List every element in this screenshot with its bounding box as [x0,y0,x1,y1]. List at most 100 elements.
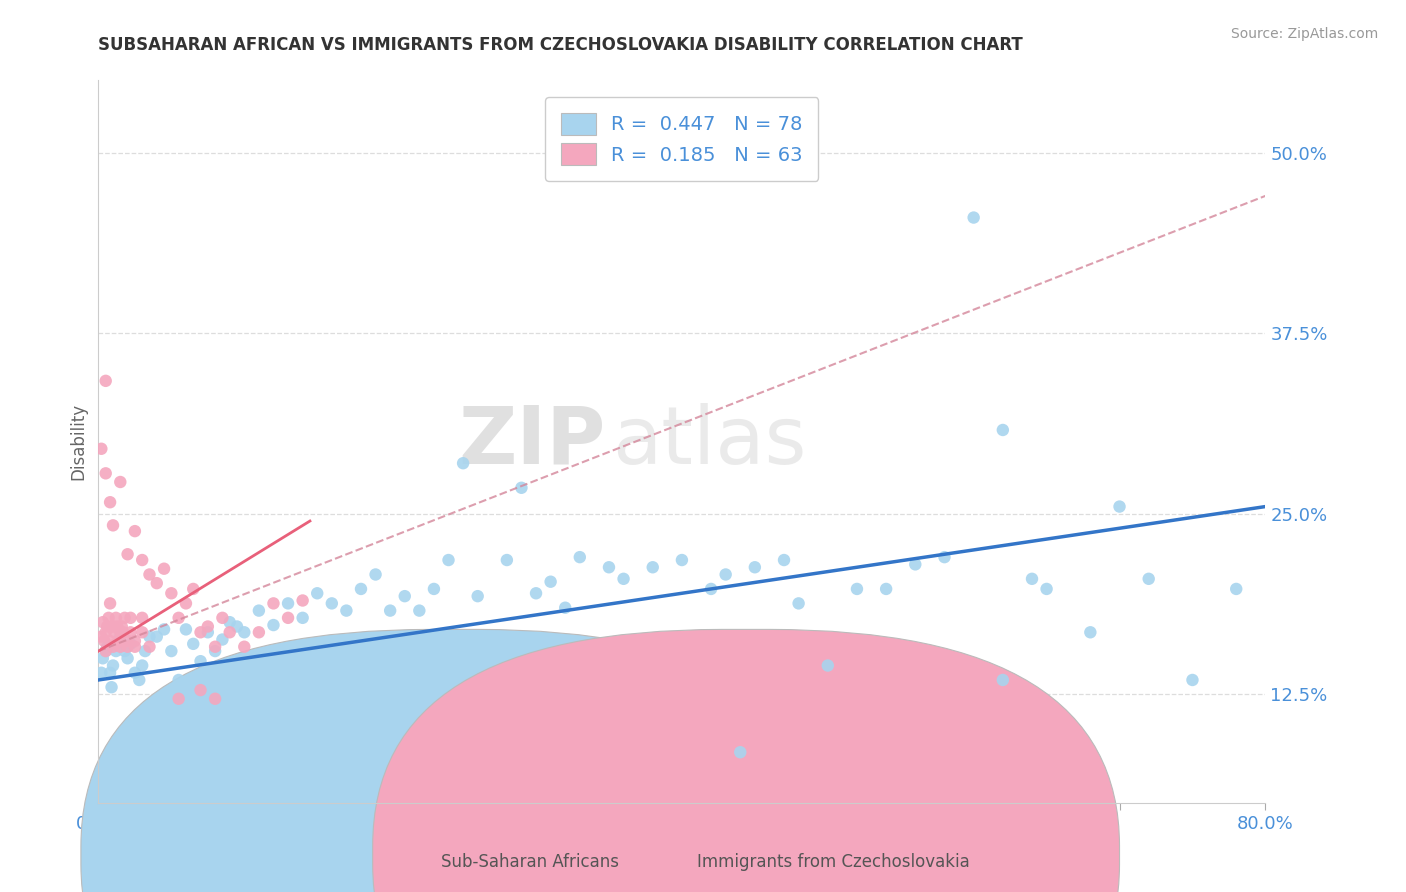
Point [124,640,146,654]
Point [117,634,139,648]
Point [394,589,416,603]
Point [97,611,120,625]
Point [467,589,489,603]
Point [167,691,190,706]
Text: ZIP: ZIP [458,402,606,481]
Point [94,644,117,658]
Point [131,553,153,567]
Text: Source: ZipAtlas.com: Source: ZipAtlas.com [1230,27,1378,41]
Point [105,619,128,633]
Point [568,550,591,565]
Point [101,518,124,533]
Point [153,562,176,576]
Point [181,637,204,651]
FancyBboxPatch shape [82,630,828,892]
Point [350,582,373,596]
Point [174,596,197,610]
Point [773,553,796,567]
Point [120,625,142,640]
Point [167,673,190,687]
Point [108,634,131,648]
Point [146,630,169,644]
Point [91,651,114,665]
Point [335,604,357,618]
Point [160,644,183,658]
Point [510,481,533,495]
Point [104,611,127,625]
Point [451,456,474,470]
Point [111,619,134,633]
Point [307,586,329,600]
Point [730,745,752,759]
Text: atlas: atlas [612,402,806,481]
Point [131,658,153,673]
Point [98,665,121,680]
Point [190,683,212,698]
Point [277,596,299,610]
Point [247,625,270,640]
Point [124,634,146,648]
Point [101,658,124,673]
Point [1080,625,1102,640]
Point [934,550,956,565]
Point [117,651,139,665]
Point [1021,572,1043,586]
Point [110,640,132,654]
Point [226,619,249,633]
Point [98,495,121,509]
Text: Immigrants from Czechoslovakia: Immigrants from Czechoslovakia [697,854,970,871]
Point [904,558,927,572]
Point [101,619,124,633]
Point [101,640,124,654]
Point [117,640,139,654]
Point [114,644,136,658]
Point [1137,572,1160,586]
Point [875,582,897,596]
Point [233,640,256,654]
Point [110,625,132,640]
Point [1225,582,1247,596]
Point [744,560,766,574]
Point [496,553,519,567]
Point [94,467,117,481]
Point [124,665,146,680]
Point [131,611,153,625]
Point [671,553,693,567]
Y-axis label: Disability: Disability [69,403,87,480]
Point [153,623,176,637]
Point [138,640,160,654]
Point [104,644,127,658]
Point [167,611,190,625]
Point [211,632,233,647]
Point [93,634,115,648]
Point [262,596,284,610]
Point [96,640,118,654]
Point [612,572,634,586]
Point [94,374,117,388]
Text: Sub-Saharan Africans: Sub-Saharan Africans [441,854,619,871]
Point [817,658,839,673]
Point [197,619,219,633]
Point [190,625,212,640]
Point [90,630,112,644]
Point [204,640,226,654]
Point [124,524,146,538]
Point [233,625,256,640]
Point [131,625,153,640]
Point [423,582,446,596]
Point [197,625,219,640]
Point [117,547,139,561]
Point [98,634,121,648]
Point [991,423,1014,437]
Point [437,553,460,567]
Point [94,625,117,640]
Point [262,618,284,632]
Point [364,567,387,582]
Point [128,673,150,687]
Point [110,475,132,489]
Point [247,604,270,618]
Point [321,596,343,610]
Point [554,600,576,615]
Point [134,644,156,658]
Point [160,586,183,600]
